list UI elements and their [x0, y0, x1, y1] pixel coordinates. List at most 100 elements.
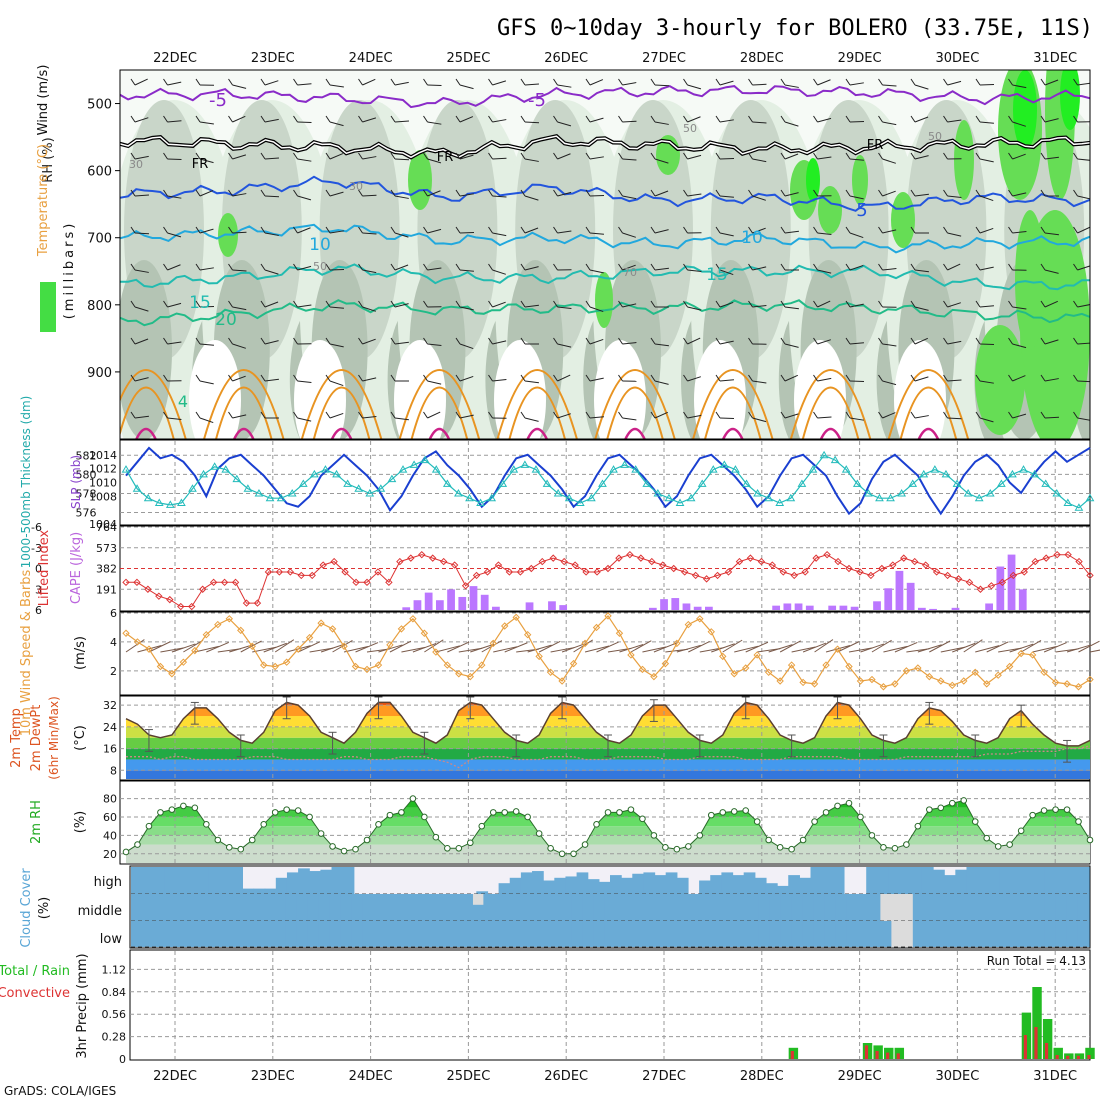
li-point	[472, 571, 481, 580]
cloud-cell	[835, 894, 848, 921]
wind-speed-point	[948, 681, 956, 690]
thickness-point	[520, 460, 530, 468]
cloud-level-high: high	[94, 875, 122, 890]
cloud-cell	[802, 894, 815, 921]
cloud-cell	[747, 894, 760, 921]
wind-barb	[1012, 153, 1026, 160]
wind-barb	[784, 121, 799, 127]
wind-barb	[492, 269, 506, 275]
li-point	[713, 571, 722, 580]
cloud-cell	[527, 921, 540, 947]
surface-wind-barb	[619, 643, 644, 653]
cloud-cell	[832, 867, 845, 894]
cloud-cell	[780, 894, 793, 921]
wind-barb	[687, 306, 702, 311]
cloud-cell	[208, 894, 220, 921]
pressure-tick-label: 800	[87, 299, 112, 314]
precip-convective-bar	[896, 1053, 900, 1059]
wind-barb-flag	[813, 115, 818, 123]
cloud-cell	[934, 894, 947, 921]
wind-barb-flag	[748, 152, 753, 160]
wind-barb	[914, 193, 929, 197]
wind-barb	[817, 232, 832, 235]
cape-bar	[480, 594, 489, 610]
wind-barb-flag	[813, 189, 818, 197]
wind-barb	[232, 231, 247, 234]
cloud-cell	[758, 894, 771, 921]
wind-barb-flag	[390, 226, 396, 234]
wind-speed-point	[891, 680, 899, 688]
wind-barb-flag	[293, 300, 298, 308]
wind-barb-flag	[780, 337, 786, 345]
wind-barb-flag	[553, 337, 558, 345]
wind-barb	[654, 411, 668, 419]
slp-tick: 1014	[89, 449, 117, 462]
wind-barb	[752, 266, 767, 271]
wind-barb-flag	[553, 300, 558, 308]
surface-wind-barb	[160, 647, 185, 653]
thickness-tick: 576	[76, 507, 97, 520]
wind-speed-point	[271, 662, 279, 671]
wind-barb-flag	[780, 300, 786, 308]
wind-barb	[524, 304, 539, 308]
rh-shading-group	[120, 70, 1090, 439]
li-point	[396, 557, 404, 566]
cloud-cell	[721, 872, 734, 894]
li-point	[823, 550, 831, 559]
rh-point	[432, 833, 440, 841]
wind-barb-flag	[748, 78, 753, 86]
wind-barb-flag	[618, 263, 623, 271]
cloud-cell	[1066, 921, 1079, 947]
wind-barb-flag	[130, 115, 136, 123]
li-point	[900, 554, 908, 562]
precip-convective-bar	[1087, 1055, 1091, 1059]
rh-point	[329, 843, 336, 850]
wind-barb-flag	[910, 337, 916, 345]
warm-contour-outer	[300, 369, 383, 439]
wind-barb-flag	[715, 337, 721, 345]
contour-label: FR	[867, 138, 884, 153]
cloud-cell	[1022, 921, 1035, 947]
rh-moist-patch	[852, 155, 868, 205]
wind-barb	[719, 232, 734, 237]
li-point	[253, 599, 262, 607]
wind-barb-flag	[130, 152, 136, 160]
contour-label: 4	[178, 392, 188, 411]
thickness-point	[343, 479, 352, 487]
wind-barb	[654, 121, 669, 125]
wind-speed-point	[466, 672, 474, 681]
cloud-cell	[274, 921, 286, 947]
cloud-cell	[318, 921, 330, 947]
top-date-label: 31DEC	[1033, 51, 1077, 66]
surface-wind-barb	[1066, 644, 1092, 653]
cloud-cell	[910, 867, 923, 894]
rh-point	[478, 822, 486, 830]
cloud-cell	[296, 921, 308, 947]
rh-point	[1029, 811, 1036, 819]
precip-panel-frame	[129, 949, 1091, 1061]
wind-barb	[719, 379, 734, 382]
cloud-cell	[626, 921, 639, 947]
thickness-point	[653, 488, 663, 497]
warm-contour-inner	[801, 386, 860, 439]
rh-point	[489, 809, 497, 816]
cloud-cell	[318, 894, 330, 921]
wind-barb-flag	[163, 226, 168, 234]
wind-barb-flag	[715, 152, 721, 160]
warm-contour-core	[819, 427, 842, 439]
wind-barb	[849, 264, 864, 271]
wind-barb	[362, 416, 377, 419]
wind-barb	[687, 376, 701, 382]
thickness-point	[919, 469, 929, 478]
cape-bar	[884, 588, 893, 610]
wind-barb-flag	[618, 374, 623, 382]
cloud-cover-label: Cloud Cover	[19, 868, 34, 948]
wind-barb-flag	[1073, 300, 1078, 308]
wind-barb	[394, 232, 409, 238]
wind-barb-flag	[585, 226, 591, 234]
cloud-cell	[197, 921, 209, 947]
cloud-cell	[791, 921, 804, 947]
thickness-point	[232, 474, 242, 483]
thickness-point	[254, 488, 264, 497]
